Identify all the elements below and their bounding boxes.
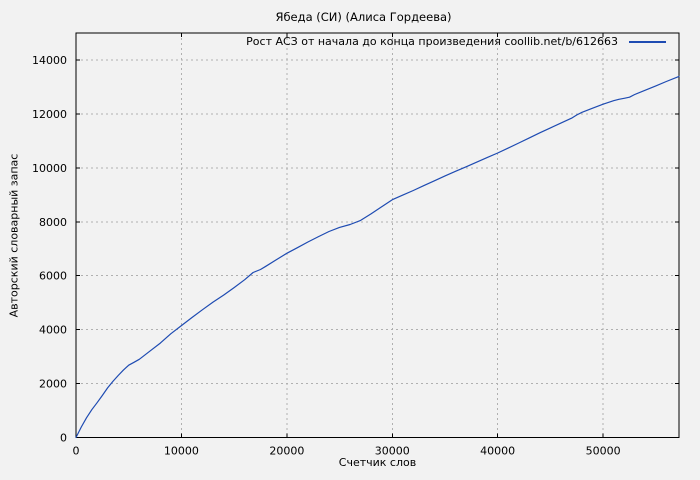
- chart-title: Ябеда (СИ) (Алиса Гордеева): [275, 10, 452, 24]
- legend-series-label: Рост АСЗ от начала до конца произведения…: [246, 35, 618, 48]
- y-tick-label: 8000: [39, 216, 67, 229]
- series-line: [75, 75, 680, 439]
- legend-line-sample-icon: [629, 40, 666, 43]
- y-tick-label: 12000: [32, 108, 67, 121]
- y-tick-label: 0: [60, 432, 67, 445]
- x-tick-label: 0: [73, 445, 80, 458]
- legend: Рост АСЗ от начала до конца произведения…: [246, 35, 666, 48]
- y-tick-label: 6000: [39, 270, 67, 283]
- y-tick-label: 10000: [32, 162, 67, 175]
- x-tick-label: 20000: [269, 445, 304, 458]
- x-tick-label: 40000: [480, 445, 515, 458]
- y-tick-label: 4000: [39, 324, 67, 337]
- y-tick-label: 14000: [32, 54, 67, 67]
- x-tick-label: 10000: [164, 445, 199, 458]
- x-tick-label: 30000: [375, 445, 410, 458]
- x-axis-label: Счетчик слов: [338, 456, 417, 469]
- y-tick-label: 2000: [39, 378, 67, 391]
- y-axis-label: Авторский словарный запас: [7, 153, 21, 318]
- x-tick-label: 50000: [586, 445, 621, 458]
